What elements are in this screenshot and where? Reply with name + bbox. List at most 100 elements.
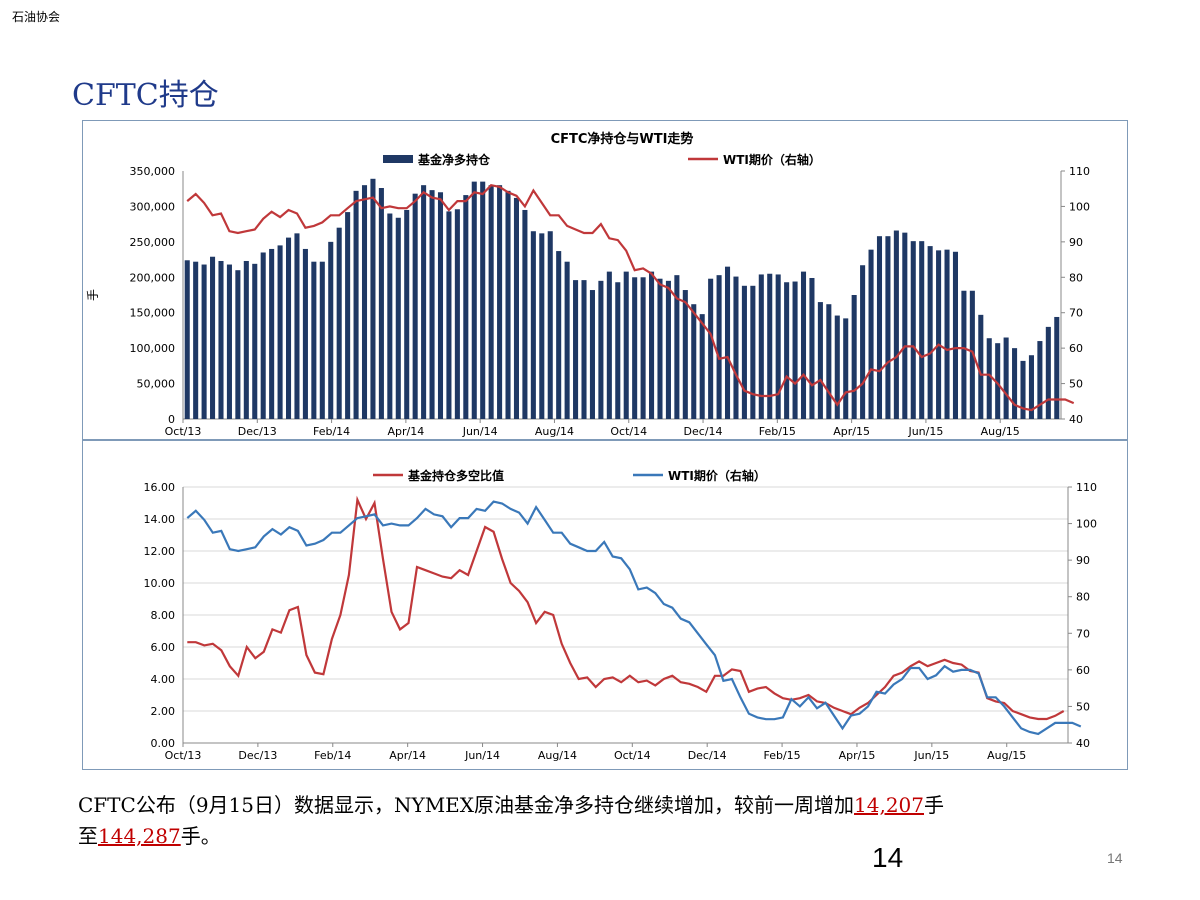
- positions-chart: CFTC净持仓与WTI走势 0 50,000 100,000 150,000 200,00…: [86, 131, 1090, 438]
- bar: [328, 241, 334, 419]
- bar: [463, 195, 469, 419]
- bar: [564, 261, 570, 419]
- bar: [893, 230, 899, 419]
- bar: [632, 277, 638, 419]
- x-tick-label: Dec/14: [688, 749, 727, 762]
- x-tick-label: Apr/15: [833, 425, 870, 438]
- bar: [978, 314, 984, 419]
- bar: [505, 190, 511, 419]
- bar: [260, 252, 266, 419]
- y2-tick-label: 70: [1069, 307, 1083, 320]
- chart-title: CFTC净持仓与WTI走势: [551, 131, 694, 147]
- x-tick-label: Oct/13: [165, 749, 202, 762]
- bar: [210, 256, 216, 419]
- x-tick-label: Dec/13: [238, 425, 277, 438]
- bar: [800, 271, 807, 419]
- y-tick-label: 150,000: [130, 307, 176, 320]
- bar: [919, 241, 925, 419]
- bar: [437, 192, 444, 419]
- summary-line1-suffix: 手: [924, 793, 944, 817]
- x-tick-label: Oct/14: [614, 749, 651, 762]
- bar: [826, 304, 832, 419]
- y-tick-label: 12.00: [144, 545, 176, 558]
- bar: [294, 233, 300, 419]
- bar: [1045, 326, 1051, 419]
- y-tick-label: 2.00: [151, 705, 176, 718]
- y-tick-label: 8.00: [151, 609, 176, 622]
- bar: [522, 209, 528, 419]
- y-tick-label: 4.00: [151, 673, 176, 686]
- page-number: 14: [1107, 850, 1123, 866]
- x-tick-label: Feb/15: [759, 425, 796, 438]
- bar: [649, 271, 655, 419]
- bar: [598, 280, 604, 419]
- y2-tick-label: 100: [1076, 518, 1097, 531]
- bar: [623, 271, 629, 419]
- net-long-total-value: 144,287: [98, 824, 181, 848]
- y2-tick-label: 70: [1076, 627, 1090, 640]
- x-tick-label: Jun/14: [464, 749, 500, 762]
- summary-text: CFTC公布（9月15日）数据显示，NYMEX原油基金净多持仓继续增加，较前一周…: [78, 790, 1158, 852]
- legend-label: 基金净多持仓: [417, 152, 491, 167]
- x-tick-label: Aug/15: [987, 749, 1026, 762]
- legend-label: 基金持仓多空比值: [407, 468, 504, 483]
- bar: [1012, 348, 1018, 419]
- y2-tick-label: 40: [1069, 413, 1083, 426]
- organization-label: 石油协会: [12, 10, 61, 24]
- bar: [851, 295, 857, 419]
- bar: [480, 181, 486, 419]
- bar: [834, 315, 840, 419]
- bar: [252, 263, 258, 419]
- y-tick-label: 16.00: [144, 481, 176, 494]
- series-line: [187, 495, 1065, 721]
- bar: [319, 261, 325, 419]
- bar: [885, 236, 891, 419]
- y2-tick-label: 50: [1076, 700, 1090, 713]
- bar: [412, 193, 418, 419]
- series-line: [186, 500, 1082, 736]
- bar: [699, 314, 705, 419]
- bar: [843, 318, 849, 419]
- y-tick-label: 300,000: [130, 200, 176, 213]
- bar: [750, 285, 756, 419]
- x-tick-label: Jun/14: [462, 425, 498, 438]
- bar: [944, 249, 950, 419]
- bar: [784, 282, 790, 419]
- y2-tick-label: 50: [1069, 378, 1083, 391]
- bar: [311, 261, 317, 419]
- x-tick-label: Feb/15: [763, 749, 800, 762]
- bar: [539, 233, 545, 419]
- y-tick-label: 350,000: [130, 165, 176, 178]
- y2-tick-label: 110: [1076, 481, 1097, 494]
- x-tick-label: Aug/15: [981, 425, 1020, 438]
- bar: [1020, 360, 1026, 419]
- legend-swatch: [383, 155, 413, 163]
- bar: [269, 248, 275, 419]
- bar: [421, 185, 427, 419]
- bar: [345, 212, 351, 419]
- bar: [218, 260, 224, 419]
- y2-tick-label: 90: [1069, 236, 1083, 249]
- bar: [446, 211, 452, 419]
- bar: [758, 274, 764, 419]
- bar: [1037, 341, 1043, 419]
- bar: [361, 185, 368, 419]
- bar: [682, 290, 688, 419]
- y-tick-label: 50,000: [137, 378, 176, 391]
- bar: [733, 276, 739, 419]
- bar: [378, 188, 384, 419]
- bar: [184, 260, 190, 419]
- bar: [404, 209, 410, 419]
- x-tick-label: Apr/15: [839, 749, 876, 762]
- bar: [767, 273, 773, 419]
- bar: [927, 246, 933, 419]
- bar: [708, 278, 714, 419]
- y-tick-label: 14.00: [144, 513, 176, 526]
- x-tick-label: Oct/13: [165, 425, 202, 438]
- bar: [775, 274, 781, 419]
- x-tick-label: Aug/14: [538, 749, 577, 762]
- bar: [792, 281, 798, 419]
- bar: [226, 264, 232, 419]
- y-tick-label: 250,000: [130, 236, 176, 249]
- x-tick-label: Feb/14: [313, 425, 350, 438]
